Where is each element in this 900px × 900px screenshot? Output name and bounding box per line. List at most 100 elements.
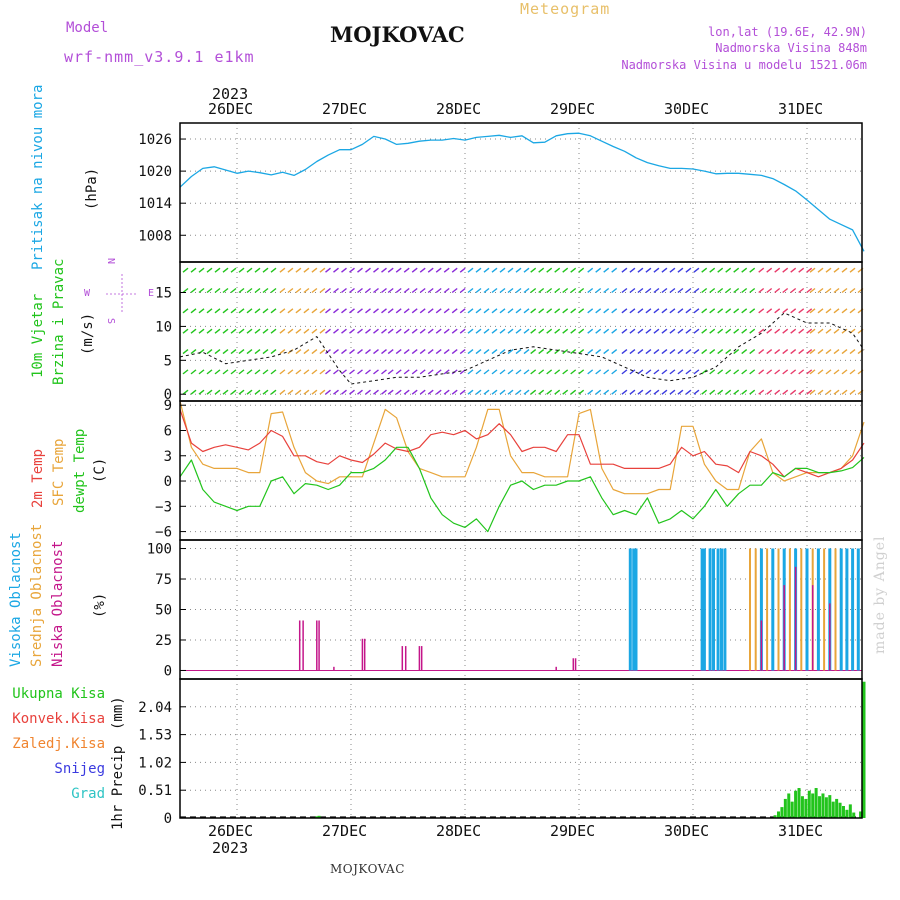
wind-barb xyxy=(841,369,848,375)
y-tick-label: 1026 xyxy=(138,132,172,148)
wind-barb xyxy=(443,267,450,273)
wind-barb xyxy=(333,308,339,314)
wind-barb xyxy=(254,389,261,395)
wind-barb xyxy=(341,348,347,355)
wind-barb xyxy=(295,287,302,294)
wind-barb xyxy=(341,369,347,375)
wind-barb xyxy=(411,389,418,395)
wind-barb xyxy=(443,348,450,355)
wind-barb xyxy=(578,389,585,395)
wind-barb xyxy=(427,369,434,375)
wind-barb xyxy=(733,369,740,375)
wind-barb xyxy=(222,308,229,314)
wind-barb xyxy=(515,267,522,273)
wind-barb xyxy=(387,369,394,375)
wind-barb xyxy=(365,389,371,395)
wind-barb xyxy=(507,389,514,395)
wind-barb xyxy=(645,389,652,395)
wind-barb xyxy=(806,287,813,294)
wind-barb xyxy=(427,328,434,334)
wind-barb xyxy=(287,369,294,375)
precip-legend-freezing: Zaledj.Kisa xyxy=(12,736,105,752)
wind-barb xyxy=(270,267,277,273)
temp-unit-label: (C) xyxy=(92,457,108,483)
y-tick-label: 1020 xyxy=(138,164,172,180)
wind-barb xyxy=(411,308,418,314)
wind-barb xyxy=(333,267,339,273)
wind-barb xyxy=(629,369,636,375)
precip-bar xyxy=(811,793,815,818)
wind-barb xyxy=(515,287,522,294)
wind-barb xyxy=(254,348,261,355)
wind-barb xyxy=(381,287,387,294)
wind-barb xyxy=(427,389,434,395)
wind-barb xyxy=(222,348,229,355)
wind-barb xyxy=(435,348,442,355)
wind-barb xyxy=(230,287,237,294)
panel-frame xyxy=(179,678,863,819)
y-tick-label: 9 xyxy=(164,398,172,414)
wind-barb xyxy=(279,287,286,294)
wind-barb xyxy=(419,389,426,395)
precip-bar xyxy=(783,798,787,818)
wind-barb xyxy=(629,267,636,273)
wind-barb xyxy=(214,348,221,355)
wind-barb xyxy=(311,328,318,334)
wind-barb xyxy=(546,287,553,294)
wind-barb xyxy=(603,348,610,355)
model-label: Model xyxy=(66,20,109,36)
wind-barb xyxy=(483,308,490,314)
wind-barb xyxy=(459,287,466,294)
wind-barb xyxy=(238,287,245,294)
wind-barb xyxy=(833,287,840,294)
wind-barb xyxy=(411,348,418,355)
wind-barb xyxy=(190,348,197,355)
wind-barb xyxy=(523,369,530,375)
wind-barb xyxy=(507,267,514,273)
wind-barb xyxy=(198,308,205,314)
wind-barb xyxy=(685,328,692,334)
wind-barb xyxy=(645,348,652,355)
bottom-date-label: 29DEC xyxy=(550,822,596,840)
wind-barb xyxy=(562,369,569,375)
wind-barb xyxy=(483,287,490,294)
compass-rose-icon xyxy=(92,262,152,322)
wind-barb xyxy=(279,267,286,273)
wind-barb xyxy=(182,328,189,334)
wind-barb xyxy=(341,389,347,395)
wind-barb xyxy=(554,287,561,294)
wind-barb xyxy=(230,308,237,314)
wind-barb xyxy=(395,287,402,294)
wind-barb xyxy=(809,287,816,294)
wind-barb xyxy=(515,308,522,314)
wind-barb xyxy=(295,267,302,273)
wind-barb xyxy=(798,287,805,294)
wind-barb xyxy=(475,348,482,355)
wind-barb xyxy=(709,287,716,294)
wind-barb xyxy=(325,287,331,294)
wind-barb xyxy=(325,348,331,355)
wind-barb xyxy=(365,287,371,294)
top-year-label: 2023 xyxy=(212,85,249,103)
wind-barb xyxy=(825,308,832,314)
wind-barb xyxy=(817,348,824,355)
wind-barb xyxy=(246,328,253,334)
wind-barb xyxy=(653,267,660,273)
cloud-axis-label: Niska Oblacnost xyxy=(50,540,66,667)
wind-barb xyxy=(403,389,410,395)
wind-barb xyxy=(287,389,294,395)
wind-barb xyxy=(587,389,594,395)
wind-barb xyxy=(491,308,498,314)
wind-barb xyxy=(483,348,490,355)
wind-barb xyxy=(319,369,326,375)
wind-barb xyxy=(725,287,732,294)
wind-barb xyxy=(303,369,310,375)
wind-barb xyxy=(311,348,318,355)
wind-barb xyxy=(741,267,748,273)
precip-bar xyxy=(315,816,319,818)
wind-barb xyxy=(222,267,229,273)
wind-barb xyxy=(373,369,379,375)
wind-barb xyxy=(349,389,355,395)
wind-barb xyxy=(395,308,402,314)
wind-barb xyxy=(491,267,498,273)
